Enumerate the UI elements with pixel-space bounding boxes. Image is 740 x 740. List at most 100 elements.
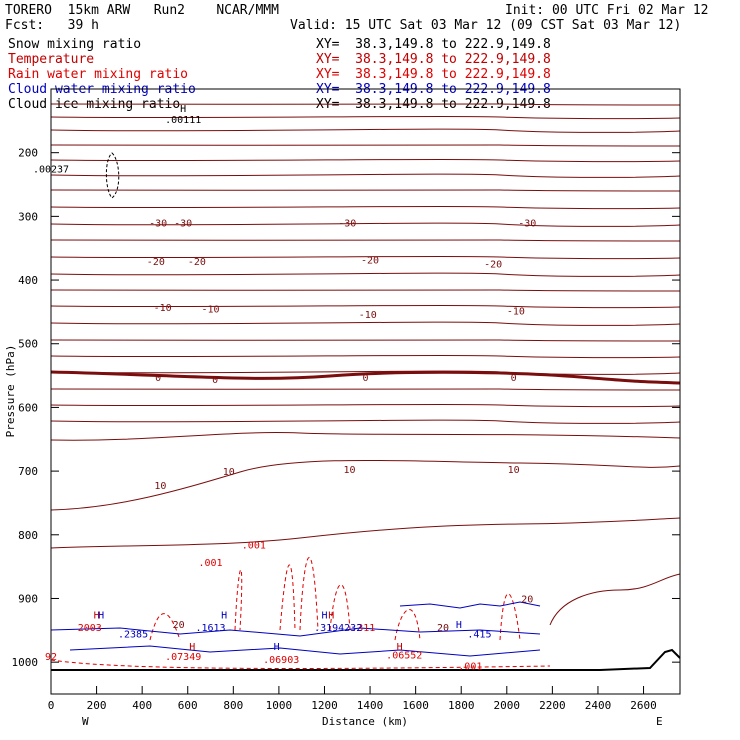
isotherm-line [50, 403, 681, 408]
y-tick-label: 1000 [12, 656, 39, 669]
isotherm-line [50, 459, 681, 511]
temperature-label: 0 [212, 375, 218, 386]
cloud-water-label: .1613 [195, 623, 225, 634]
temperature-label: -20 [361, 256, 379, 267]
cloud-water-contour [50, 627, 541, 637]
rain-label: .001 [198, 558, 222, 569]
y-tick-label: 900 [18, 592, 38, 605]
label-layer: -30 -30 -30 -30 -20 -20 -20 -20 -10 -10 -10 -10 0 0 0 0… [33, 104, 536, 672]
isotherm-line [50, 272, 681, 277]
zero-isotherm [50, 370, 681, 385]
temperature-label: 10 [223, 467, 235, 478]
temperature-label: -30 [174, 219, 192, 230]
rain-label: .06903 [263, 655, 299, 666]
header-model: TORERO 15km ARW Run2 NCAR/MMM [5, 3, 279, 18]
x-tick-label: 600 [178, 699, 198, 712]
terrain-line [51, 648, 681, 671]
rain-contour [499, 593, 521, 641]
temperature-label: -20 [147, 257, 165, 268]
x-tick-label: 2200 [539, 699, 566, 712]
rain-contour [394, 609, 421, 641]
rain-label: .07349 [165, 652, 201, 663]
y-axis-label: Pressure (hPa) [4, 345, 17, 438]
rain-contour [234, 569, 243, 631]
temperature-label: 0 [362, 373, 368, 384]
field-xy-temperature: XY= 38.3,149.8 to 222.9,149.8 [316, 52, 551, 67]
isotherm-line [50, 321, 681, 326]
temperature-label: 0 [511, 373, 517, 384]
temperature-label: -10 [507, 307, 525, 318]
isotherm-line [50, 304, 681, 309]
isotherm-line [549, 573, 681, 626]
x-tick-label: 1600 [402, 699, 429, 712]
x-tick-label: 1400 [357, 699, 384, 712]
isotherm-line [50, 289, 681, 292]
y-tick-label: 600 [18, 401, 38, 414]
west-label: W [82, 715, 89, 728]
temperature-label: -30 [338, 219, 356, 230]
cloud-water-label: .2385 [118, 630, 148, 641]
max-marker: H [180, 104, 186, 115]
cloud-water-contour [399, 601, 541, 609]
header-init: Init: 00 UTC Fri 02 Mar 12 [505, 3, 709, 18]
temperature-label: 10 [154, 481, 166, 492]
temperature-label: 20 [521, 594, 533, 605]
x-tick-label: 400 [132, 699, 152, 712]
axes-layer: 0 200 400 600 800 1000 1200 1400 1600 1800 2000 220… [12, 147, 680, 712]
rain-label: 2003 [78, 623, 102, 634]
temperature-label: 20 [173, 620, 185, 631]
cloud-water-label: .3194232 [314, 623, 362, 634]
field-name-rain: Rain water mixing ratio [8, 67, 189, 82]
y-tick-label: 700 [18, 465, 38, 478]
cloud-ice-contour [105, 152, 120, 199]
max-marker: H [328, 610, 334, 621]
isotherm-line [50, 173, 681, 178]
east-label: E [656, 715, 663, 728]
x-tick-label: 800 [223, 699, 243, 712]
temperature-label: -30 [518, 219, 536, 230]
temperature-label: 10 [508, 465, 520, 476]
max-marker: H [274, 642, 280, 653]
rain-label: .001 [242, 540, 266, 551]
field-name-snow: Snow mixing ratio [8, 37, 142, 52]
isotherm-line [50, 144, 681, 147]
y-tick-label: 200 [18, 147, 38, 160]
field-xy-snow: XY= 38.3,149.8 to 222.9,149.8 [316, 37, 551, 52]
y-tick-label: 800 [18, 529, 38, 542]
y-tick-label: 300 [18, 210, 38, 223]
isotherm-line [50, 128, 681, 133]
x-tick-label: 200 [87, 699, 107, 712]
isotherm-line [50, 432, 681, 441]
rain-label: .311 [351, 623, 375, 634]
isotherm-line [50, 115, 681, 120]
x-tick-label: 1200 [311, 699, 338, 712]
isotherm-line [50, 205, 681, 210]
temperature-label: -10 [359, 310, 377, 321]
temperature-label: 10 [344, 465, 356, 476]
cloud-water-contour [69, 645, 541, 657]
temperature-label: -20 [188, 257, 206, 268]
max-marker: H [94, 610, 100, 621]
isotherm-line [50, 517, 681, 549]
max-marker: H [221, 610, 227, 621]
rain-contour [299, 557, 319, 631]
rain-label: .001 [458, 661, 482, 672]
temperature-label: 20 [437, 623, 449, 634]
rain-contour [149, 613, 181, 641]
header-fcst: Fcst: 39 h [5, 18, 99, 33]
rain-label: .06552 [386, 651, 422, 662]
cloud-ice-label: .00111 [165, 115, 201, 126]
x-tick-label: 2600 [630, 699, 657, 712]
isotherm-line [50, 255, 681, 260]
cloud-water-label: .415 [467, 630, 491, 641]
isotherm-line [50, 239, 681, 242]
y-tick-label: 400 [18, 274, 38, 287]
field-name-temperature: Temperature [8, 52, 95, 67]
isotherm-line [50, 419, 681, 424]
max-marker: H [98, 610, 104, 621]
temperature-label: 0 [155, 373, 161, 384]
x-tick-label: 1800 [448, 699, 475, 712]
rain-contour [279, 564, 296, 631]
x-axis-label: Distance (km) [322, 715, 408, 728]
